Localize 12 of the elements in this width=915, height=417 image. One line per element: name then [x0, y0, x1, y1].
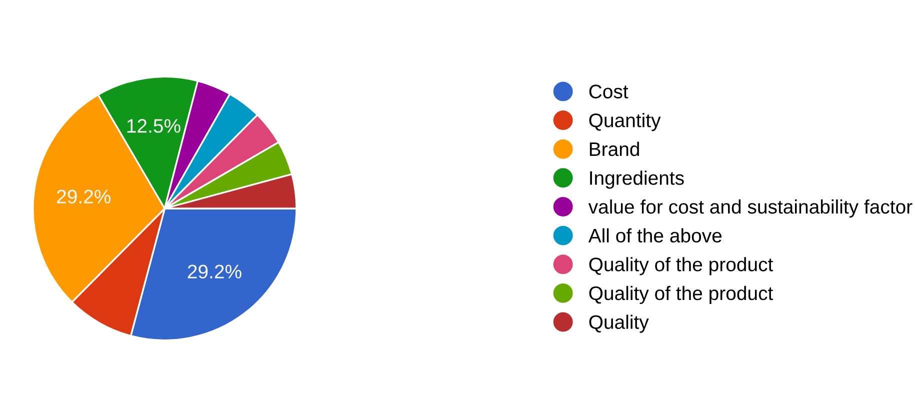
legend-label: Quality of the product: [589, 286, 774, 304]
data-label: 29.2%: [188, 264, 242, 278]
legend-label: Quality of the product: [589, 257, 774, 276]
legend-label: Brand: [590, 142, 639, 156]
legend-label: Quality: [589, 314, 649, 333]
data-label: 29.2%: [57, 190, 111, 204]
legend-label: Cost: [589, 84, 628, 98]
legend-label: Ingredients: [590, 170, 684, 189]
legend-label: value for cost and sustainability factor: [588, 199, 912, 218]
legend-label: Quantity: [589, 112, 661, 132]
data-label: 12.5%: [127, 119, 180, 133]
legend-label: All of the above: [588, 228, 722, 243]
